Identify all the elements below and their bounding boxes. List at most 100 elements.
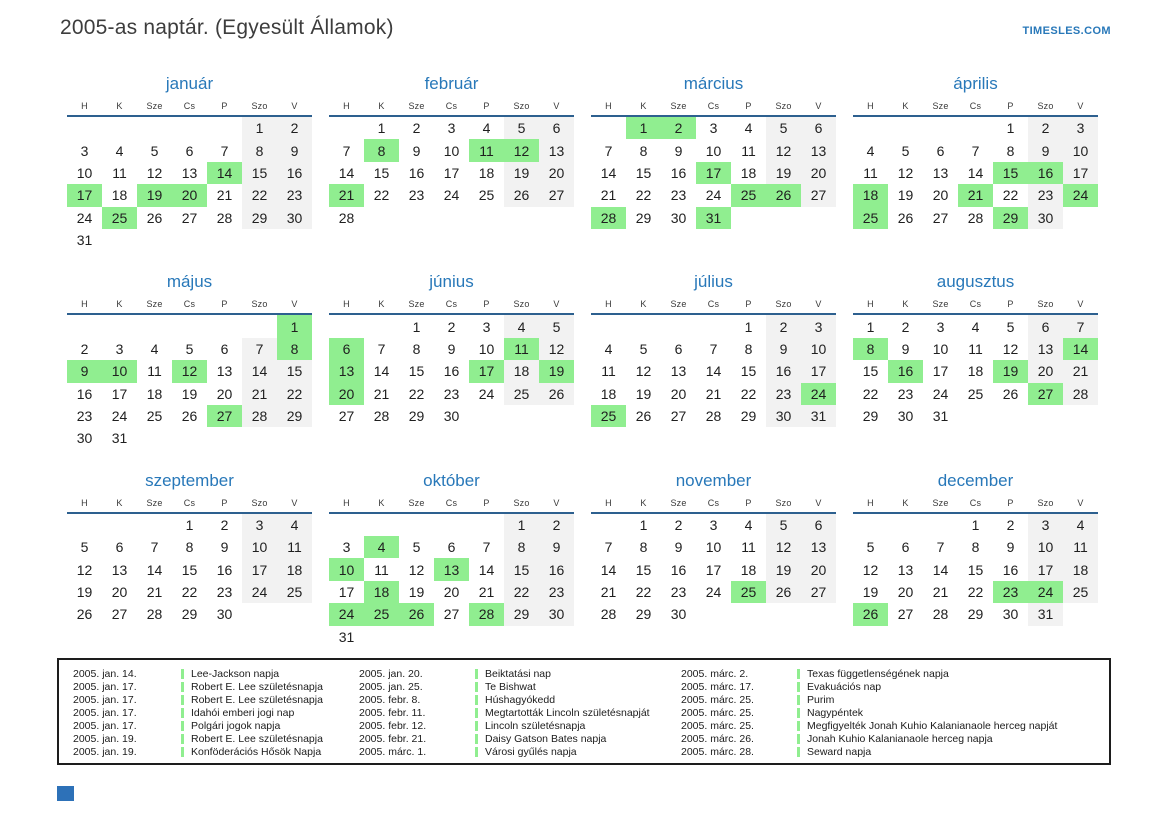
day-cell: 25	[504, 382, 539, 405]
legend-entry-date: 2005. jan. 20.	[359, 667, 423, 680]
day-cell: 13	[670, 363, 687, 380]
month-title[interactable]: július	[694, 272, 733, 292]
site-link[interactable]: TIMESLES.COM	[1022, 25, 1111, 37]
legend-entry-name: Megtartották Lincoln születésnapját	[485, 706, 650, 719]
legend-entry-name: Jonah Kuhio Kalanianaole herceg napja	[807, 733, 993, 746]
month-title[interactable]: december	[937, 470, 1014, 490]
day-cell: 13	[434, 558, 469, 581]
day-cell: 1	[1006, 120, 1015, 137]
day-cell: 9	[277, 139, 312, 162]
month-title[interactable]: november	[675, 470, 752, 490]
day-cell: 14	[705, 363, 722, 380]
month-title[interactable]: április	[953, 74, 998, 93]
day-cell: 7	[936, 539, 945, 556]
day-cell: 15	[635, 164, 652, 181]
legend-entry-name: Evakuációs nap	[807, 680, 882, 693]
day-cell: 4	[115, 142, 124, 159]
day-cell: 24	[443, 187, 460, 204]
day-cell: 26	[146, 209, 163, 226]
legend-entry-date: 2005. márc. 25.	[681, 693, 754, 706]
day-cell: 24	[111, 408, 128, 425]
day-cell: 23	[539, 580, 574, 604]
days-grid: 1 2 3 4 5 6 7 8 9 10 11 12 13 14 15 16 17 18 19 20 21 22 23 24 2…	[853, 315, 1098, 427]
weekday-label: Cs	[707, 299, 720, 310]
day-cell: 19	[862, 584, 879, 601]
legend-entry-date: 2005. márc. 26.	[681, 733, 754, 746]
day-cell: 6	[539, 117, 574, 140]
day-cell: 4	[971, 318, 980, 335]
holiday-marker-icon	[181, 734, 184, 745]
day-cell: 13	[932, 164, 949, 181]
day-cell: 30	[670, 209, 687, 226]
month-title[interactable]: augusztus	[936, 272, 1015, 292]
legend-entry-date: 2005. febr. 8.	[359, 693, 421, 706]
day-cell: 9	[220, 539, 229, 556]
day-cell: 17	[111, 385, 128, 402]
day-cell: 17	[443, 164, 460, 181]
month-title[interactable]: október	[423, 470, 480, 490]
day-cell: 19	[181, 385, 198, 402]
day-cell: 12	[539, 337, 574, 361]
empty-cell	[172, 117, 207, 139]
day-cell: 9	[447, 340, 456, 357]
day-cell: 22	[635, 187, 652, 204]
day-cell: 30	[443, 408, 460, 425]
empty-cell	[434, 514, 469, 536]
day-cell: 2	[674, 516, 683, 533]
legend-entry: 2005. jan. 19. Robert E. Lee születésnapj…	[73, 733, 359, 746]
weekday-label: Cs	[445, 101, 458, 111]
month-title[interactable]: június	[429, 272, 474, 292]
day-cell: 10	[1028, 536, 1063, 559]
month-title[interactable]: január	[165, 74, 214, 93]
day-cell: 22	[862, 385, 879, 402]
day-cell: 24	[478, 385, 495, 402]
day-cell: 27	[443, 606, 460, 623]
day-cell: 22	[373, 187, 390, 204]
day-cell: 2	[220, 516, 229, 533]
weekday-label: Sze	[670, 497, 687, 508]
legend-entry-date: 2005. jan. 14.	[73, 667, 137, 680]
day-cell: 14	[967, 164, 984, 181]
days-grid: 1 2 3 4 5 6 7 8 9 10 11 12 13 14 15 16 17 18 19 20 21 22 23 24 2…	[67, 117, 312, 251]
day-cell: 22	[504, 580, 539, 604]
day-cell: 11	[504, 337, 539, 361]
day-cell: 17	[67, 184, 102, 207]
empty-cell	[329, 117, 364, 139]
weekday-label: V	[1077, 299, 1084, 310]
day-cell: 5	[185, 340, 194, 357]
legend-entry-date: 2005. jan. 19.	[73, 733, 137, 746]
day-cell: 28	[338, 209, 355, 226]
month-title[interactable]: február	[424, 74, 479, 93]
legend-entry: 2005. jan. 20. Beiktatási nap	[359, 667, 681, 680]
day-cell: 3	[115, 340, 124, 357]
legend-entry-date: 2005. febr. 11.	[359, 706, 426, 719]
day-cell: 30	[539, 603, 574, 626]
day-cell: 12	[504, 139, 539, 162]
empty-cell	[67, 514, 102, 536]
day-cell: 5	[412, 539, 421, 556]
day-cell: 13	[216, 363, 233, 380]
day-cell: 12	[897, 164, 914, 181]
day-cell: 5	[539, 315, 574, 338]
day-cell: 27	[801, 184, 836, 207]
day-cell: 10	[76, 164, 93, 181]
day-cell: 1	[277, 315, 312, 338]
day-cell: 29	[740, 408, 757, 425]
month-title[interactable]: március	[683, 74, 744, 93]
day-cell: 10	[242, 536, 277, 559]
day-cell: 1	[866, 318, 875, 335]
day-cell: 11	[277, 536, 312, 559]
weekday-label: Cs	[969, 497, 982, 508]
legend-entry: 2005. márc. 1. Városi gyűlés napja	[359, 746, 681, 759]
month-title[interactable]: szeptember	[145, 470, 234, 490]
day-cell: 23	[408, 187, 425, 204]
weekday-label: V	[553, 497, 560, 508]
month-title[interactable]: május	[166, 272, 213, 292]
weekday-label: Szo	[513, 497, 530, 508]
day-cell: 6	[1028, 315, 1063, 338]
day-cell: 8	[242, 139, 277, 162]
weekday-label: P	[483, 299, 490, 310]
weekday-label: Cs	[445, 497, 458, 508]
legend-entry-name: Nagypéntek	[807, 706, 864, 719]
day-cell: 30	[897, 408, 914, 425]
